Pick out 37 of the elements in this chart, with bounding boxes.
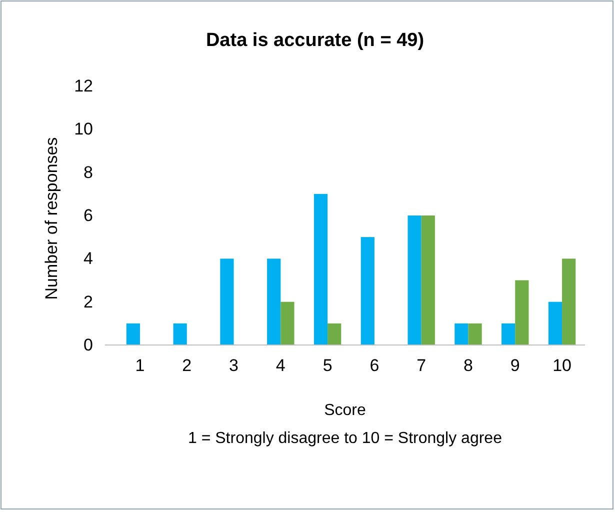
- bar: [454, 323, 468, 345]
- x-tick-label: 3: [229, 356, 238, 376]
- bar: [502, 323, 516, 345]
- x-tick-label: 6: [370, 356, 380, 376]
- x-tick-label: 5: [322, 356, 332, 376]
- y-tick-label: 4: [84, 249, 93, 268]
- bar: [468, 323, 482, 345]
- bar: [548, 302, 562, 345]
- y-tick-label: 8: [84, 162, 93, 182]
- bar: [280, 302, 294, 345]
- bar: [562, 258, 576, 345]
- y-tick-label: 12: [74, 76, 93, 96]
- bar: [421, 216, 435, 345]
- bar: [408, 216, 422, 345]
- y-axis-title: Number of responses: [42, 137, 61, 300]
- text: 1 = Strongly disagree to 10 = Strongly agree: [188, 430, 502, 447]
- x-tick-label: 10: [552, 356, 572, 376]
- bar: [314, 194, 328, 345]
- y-tick-label: 10: [74, 120, 93, 139]
- x-axis-title: Score: [324, 402, 366, 419]
- y-tick-label: 6: [84, 206, 93, 225]
- bar: [360, 237, 374, 345]
- chart-title: Data is accurate (n = 49): [206, 30, 424, 51]
- y-tick-label: 2: [84, 292, 93, 312]
- x-tick-label: 1: [135, 356, 145, 376]
- bar: [173, 323, 187, 345]
- bar: [515, 280, 529, 345]
- x-tick-label: 9: [510, 356, 520, 376]
- x-tick-label: 4: [276, 356, 286, 376]
- bar: [267, 258, 281, 345]
- bar: [328, 323, 342, 345]
- x-tick-label: 8: [464, 356, 473, 376]
- bar: [220, 258, 234, 345]
- bar: [126, 323, 140, 345]
- y-tick-label: 0: [84, 335, 93, 354]
- x-tick-label: 7: [416, 356, 426, 376]
- x-tick-label: 2: [182, 356, 192, 376]
